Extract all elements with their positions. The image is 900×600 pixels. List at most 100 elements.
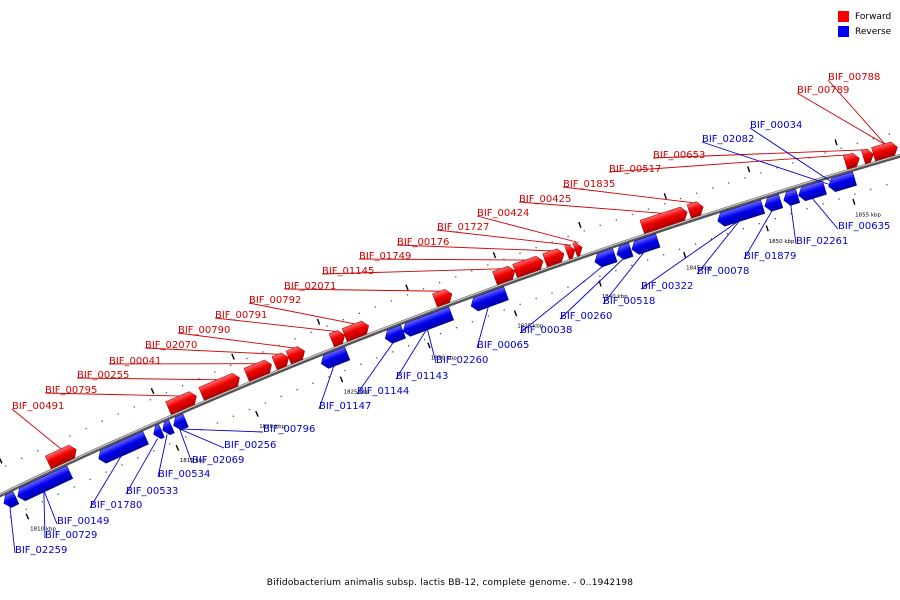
scale-tick-lower bbox=[427, 342, 431, 349]
leader-line bbox=[696, 219, 741, 275]
guide-dot bbox=[519, 303, 521, 305]
forward-gene bbox=[542, 248, 565, 268]
forward-gene bbox=[639, 206, 688, 234]
forward-gene bbox=[271, 352, 289, 371]
scale-tick-upper bbox=[231, 353, 235, 360]
forward-gene bbox=[328, 330, 345, 348]
reverse-gene bbox=[594, 248, 618, 268]
gene-label: BIF_01143 bbox=[396, 371, 448, 382]
guide-dot bbox=[455, 327, 458, 329]
guide-dot bbox=[599, 275, 601, 277]
guide-dot bbox=[503, 309, 505, 311]
guide-dot bbox=[85, 427, 87, 430]
guide-dot bbox=[679, 197, 682, 200]
leader-line bbox=[179, 428, 225, 449]
gene-label: BIF_00792 bbox=[249, 295, 301, 306]
guide-dot bbox=[185, 436, 187, 438]
leader-line bbox=[640, 219, 741, 290]
guide-dot bbox=[69, 435, 71, 437]
guide-dot bbox=[216, 422, 219, 424]
guide-dot bbox=[294, 338, 296, 340]
reverse-gene bbox=[321, 346, 351, 369]
leader-line bbox=[177, 332, 297, 349]
guide-dot bbox=[358, 312, 360, 314]
guide-dot bbox=[886, 184, 888, 186]
reverse-gene bbox=[470, 286, 509, 312]
genome-caption: Bifidobacterium animalis subsp. lactis B… bbox=[266, 578, 634, 588]
scale-label: 1830 kbp bbox=[431, 356, 457, 362]
scale-tick-lower bbox=[765, 225, 769, 232]
guide-dot bbox=[615, 219, 617, 221]
reverse-gene bbox=[162, 419, 175, 436]
forward-gene bbox=[165, 391, 197, 415]
guide-dot bbox=[89, 478, 91, 481]
legend-forward: Forward bbox=[838, 9, 891, 24]
leader-line bbox=[157, 434, 168, 478]
leader-line bbox=[9, 506, 16, 554]
guide-dot bbox=[312, 382, 314, 384]
guide-dot bbox=[376, 357, 378, 359]
gene-label: BIF_01145 bbox=[322, 266, 374, 277]
guide-dot bbox=[360, 363, 362, 365]
gene-label: BIF_00065 bbox=[477, 340, 529, 351]
guide-dot bbox=[758, 223, 760, 225]
leader-line bbox=[358, 258, 529, 261]
reverse-gene bbox=[98, 431, 149, 464]
leader-line bbox=[701, 141, 842, 189]
gene-label: BIF_01879 bbox=[744, 251, 796, 262]
forward-gene bbox=[512, 255, 544, 278]
guide-dot bbox=[137, 457, 139, 459]
scale-tick-upper bbox=[747, 166, 751, 173]
guide-dot bbox=[439, 282, 441, 284]
reverse-gene bbox=[173, 413, 189, 431]
guide-dot bbox=[248, 408, 250, 411]
guide-dot bbox=[726, 233, 728, 235]
guide-dot bbox=[471, 321, 473, 323]
guide-dot bbox=[824, 152, 826, 154]
forward-gene bbox=[432, 288, 453, 308]
guide-dot bbox=[133, 406, 135, 408]
leader-line bbox=[179, 428, 193, 464]
guide-dot bbox=[73, 486, 75, 488]
guide-dot bbox=[567, 235, 569, 238]
guide-dot bbox=[165, 392, 168, 394]
gene-label: BIF_01727 bbox=[437, 222, 489, 233]
reverse-swatch bbox=[838, 26, 849, 37]
guide-dot bbox=[792, 162, 794, 164]
scale-label: 1820 kbp bbox=[259, 424, 285, 430]
reverse-gene bbox=[402, 306, 454, 337]
gene-label: BIF_00534 bbox=[158, 469, 210, 480]
reverse-gene bbox=[616, 242, 634, 260]
leader-line bbox=[811, 197, 839, 230]
guide-dot bbox=[117, 413, 119, 415]
guide-dot bbox=[326, 325, 328, 327]
leader-line bbox=[248, 302, 357, 325]
leader-line bbox=[652, 149, 869, 159]
gene-label: BIF_00255 bbox=[77, 370, 129, 381]
guide-dot bbox=[840, 147, 842, 149]
guide-dot bbox=[790, 213, 792, 215]
scale-tick-lower bbox=[852, 198, 856, 205]
guide-dot bbox=[169, 443, 171, 445]
guide-dot bbox=[310, 331, 312, 333]
guide-dot bbox=[806, 208, 808, 210]
reverse-gene bbox=[3, 490, 20, 508]
gene-label: BIF_00790 bbox=[178, 325, 230, 336]
guide-dot bbox=[599, 224, 601, 226]
guide-dot bbox=[647, 259, 649, 261]
guide-dot bbox=[232, 415, 234, 417]
scale-tick-upper bbox=[492, 251, 497, 259]
gene-label: BIF_02261 bbox=[796, 236, 848, 247]
leader-line bbox=[436, 229, 572, 246]
scale-label: 1845 kbp bbox=[686, 265, 712, 271]
guide-dot bbox=[25, 508, 27, 510]
leader-line bbox=[519, 264, 606, 334]
gene-label: BIF_00795 bbox=[45, 385, 97, 396]
guide-dot bbox=[439, 333, 442, 335]
guide-dot bbox=[121, 464, 123, 466]
gene-label: BIF_00322 bbox=[641, 281, 693, 292]
gene-label: BIF_02260 bbox=[436, 355, 488, 366]
gene-features bbox=[3, 141, 898, 508]
guide-dot bbox=[744, 177, 746, 179]
gene-label: BIF_00796 bbox=[263, 424, 315, 435]
